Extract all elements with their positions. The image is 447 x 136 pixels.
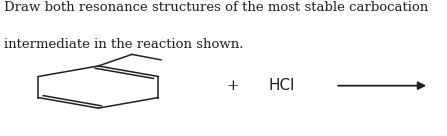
Text: +: + xyxy=(226,79,239,93)
Text: Draw both resonance structures of the most stable carbocation: Draw both resonance structures of the mo… xyxy=(4,1,429,14)
Text: intermediate in the reaction shown.: intermediate in the reaction shown. xyxy=(4,38,244,51)
Text: HCl: HCl xyxy=(268,78,295,93)
